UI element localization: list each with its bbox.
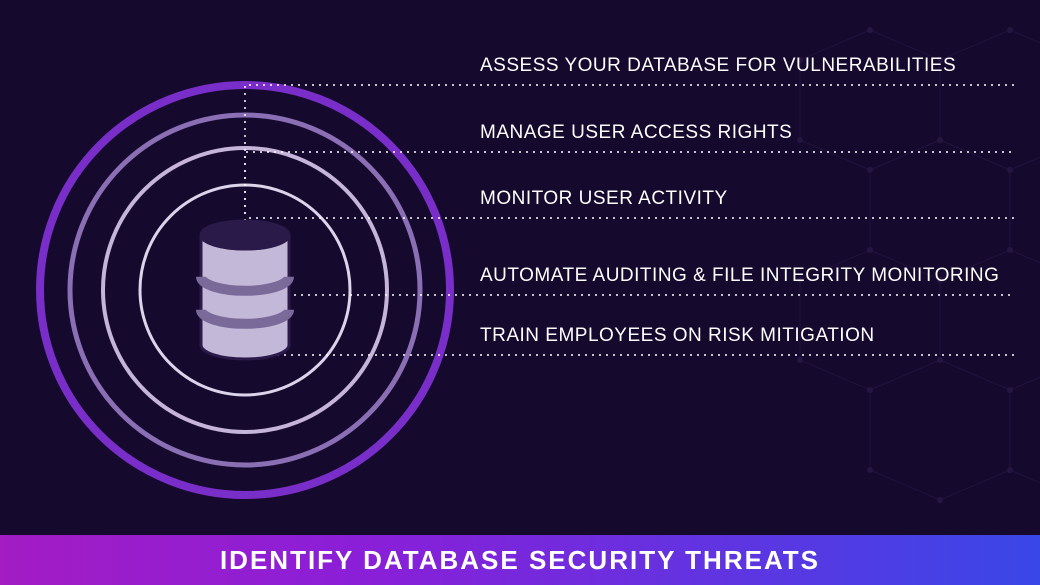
concentric-ring-0 bbox=[40, 85, 450, 495]
item-label-3: AUTOMATE AUDITING & FILE INTEGRITY MONIT… bbox=[480, 265, 999, 287]
item-label-2: MONITOR USER ACTIVITY bbox=[480, 188, 728, 210]
main-diagram-area: ASSESS YOUR DATABASE FOR VULNERABILITIES… bbox=[0, 0, 1040, 535]
item-label-0: ASSESS YOUR DATABASE FOR VULNERABILITIES bbox=[480, 55, 956, 77]
database-icon bbox=[201, 221, 289, 359]
concentric-ring-1 bbox=[70, 115, 420, 465]
connector-line-2 bbox=[245, 218, 1015, 235]
footer-bar: IDENTIFY DATABASE SECURITY THREATS bbox=[0, 535, 1040, 585]
item-label-1: MANAGE USER ACCESS RIGHTS bbox=[480, 122, 792, 144]
item-label-4: TRAIN EMPLOYEES ON RISK MITIGATION bbox=[480, 325, 875, 347]
connector-line-0 bbox=[245, 85, 1015, 235]
footer-title: IDENTIFY DATABASE SECURITY THREATS bbox=[220, 545, 820, 576]
concentric-ring-2 bbox=[103, 148, 387, 432]
concentric-ring-3 bbox=[140, 185, 350, 395]
